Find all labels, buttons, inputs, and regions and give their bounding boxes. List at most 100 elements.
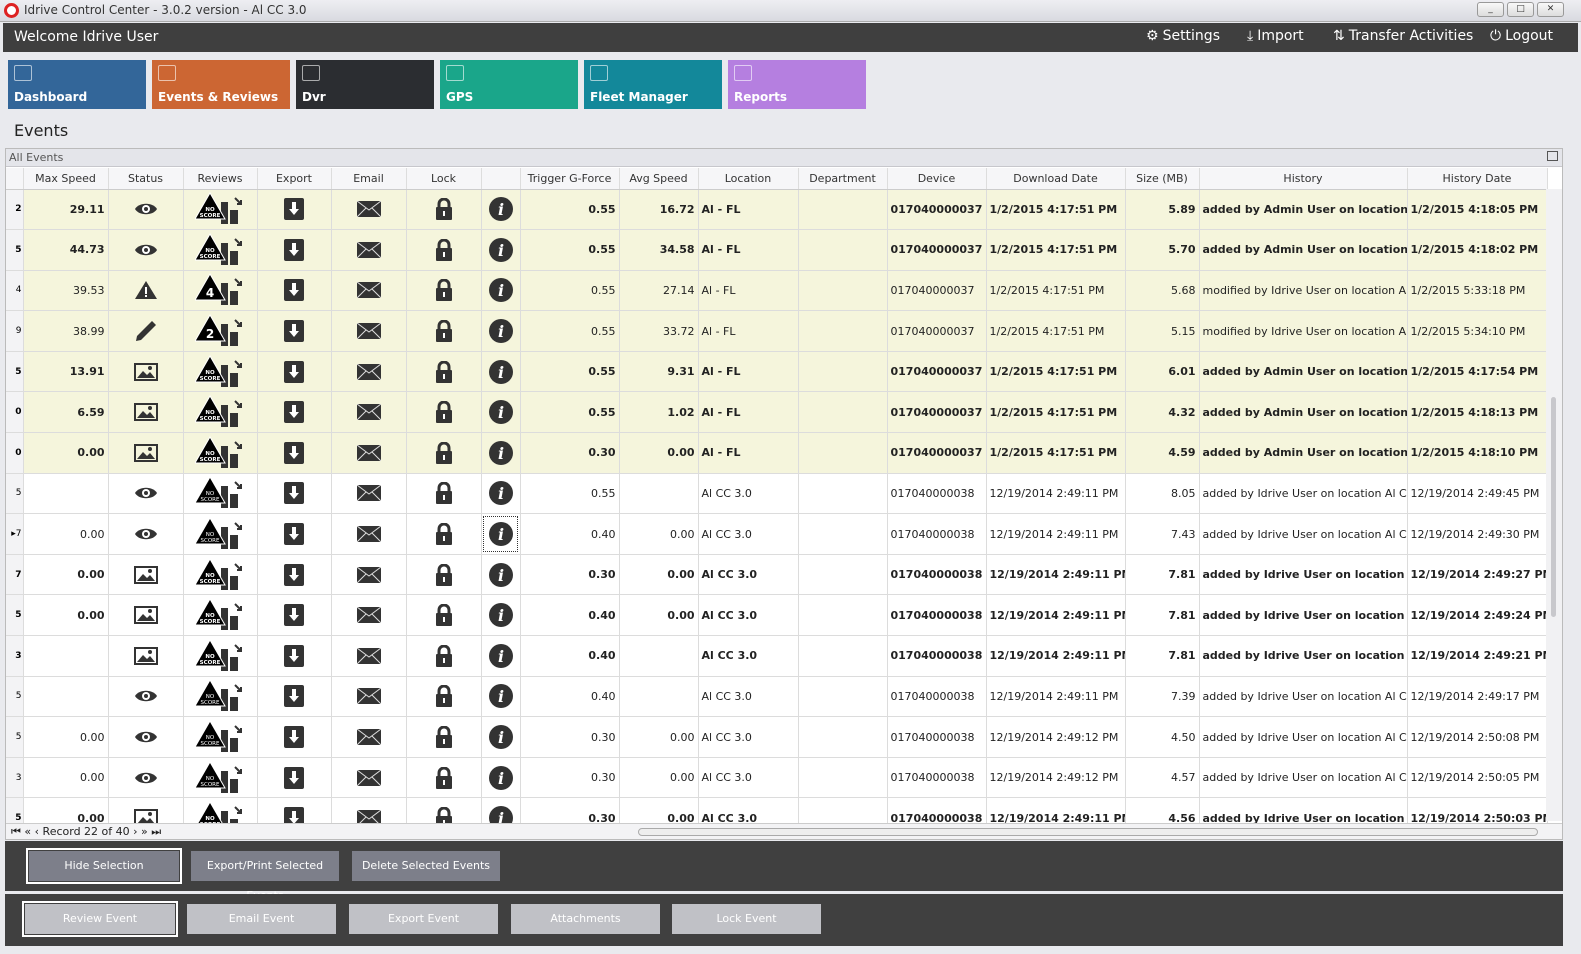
nav-next-page-icon[interactable]: » — [141, 825, 148, 838]
nav-prev-icon[interactable]: ‹ — [34, 825, 40, 838]
image-icon-cell[interactable] — [108, 391, 184, 434]
review-score-cell[interactable]: 2 — [183, 310, 258, 352]
lock-icon-cell[interactable] — [406, 676, 482, 718]
eye-icon-cell[interactable] — [108, 513, 184, 555]
column-header[interactable]: Reviews — [183, 168, 258, 190]
table-row[interactable]: 2 29.11 NO SCORE i 0.55 16.72 Al - FL 0170400000… — [6, 189, 1548, 231]
lock-icon[interactable] — [435, 725, 452, 749]
row-indicator[interactable]: 5 — [6, 594, 24, 637]
email-icon[interactable] — [356, 363, 381, 381]
lock-icon[interactable] — [435, 522, 452, 546]
export-icon-cell[interactable] — [257, 635, 332, 677]
lock-icon[interactable] — [435, 360, 452, 383]
lock-icon[interactable] — [435, 644, 452, 667]
lock-icon-cell[interactable] — [406, 310, 482, 352]
info-icon[interactable]: i — [488, 603, 513, 628]
image-icon[interactable] — [133, 565, 158, 584]
transfer-activities-button[interactable]: ⇅ Transfer Activities — [1333, 28, 1473, 44]
review-score-icon[interactable]: 2 — [194, 314, 245, 347]
row-indicator[interactable]: 0 — [6, 432, 24, 474]
pencil-icon-cell[interactable] — [108, 310, 184, 352]
email-icon-cell[interactable] — [331, 594, 407, 637]
lock-icon-cell[interactable] — [406, 757, 482, 799]
email-icon[interactable] — [356, 485, 381, 502]
review-score-cell[interactable]: 4 — [183, 270, 258, 312]
nav-next-icon[interactable]: › — [133, 825, 138, 838]
lock-icon-cell[interactable] — [406, 594, 482, 637]
eye-icon-cell[interactable] — [108, 716, 184, 758]
lock-icon-cell[interactable] — [406, 554, 482, 596]
lock-icon-cell[interactable] — [406, 391, 482, 434]
column-header[interactable]: Trigger G-Force — [520, 168, 620, 190]
image-icon-cell[interactable] — [108, 432, 184, 474]
export-icon-cell[interactable] — [257, 473, 332, 515]
lock-icon-cell[interactable] — [406, 229, 482, 271]
export-icon[interactable] — [284, 523, 304, 546]
row-indicator[interactable]: 5 — [6, 716, 24, 758]
review-event-button[interactable]: Review Event — [22, 901, 178, 937]
export-icon[interactable] — [284, 441, 304, 464]
info-cell[interactable]: i — [481, 513, 521, 555]
settings-button[interactable]: ⚙ Settings — [1146, 28, 1220, 44]
info-cell[interactable]: i — [481, 635, 521, 677]
info-icon[interactable]: i — [488, 359, 513, 384]
lock-icon-cell[interactable] — [406, 473, 482, 515]
lock-icon[interactable] — [435, 238, 452, 261]
lock-icon-cell[interactable] — [406, 351, 482, 393]
eye-icon[interactable] — [134, 202, 158, 215]
horizontal-scrollbar[interactable] — [638, 828, 1538, 836]
table-row[interactable]: 4 39.53 4 i 0.55 27.14 Al - FL 017040000037 1/2/… — [6, 270, 1548, 312]
eye-icon[interactable] — [134, 486, 158, 499]
image-icon[interactable] — [133, 443, 158, 462]
export-icon[interactable] — [284, 238, 304, 261]
export-icon-cell[interactable] — [257, 594, 332, 637]
lock-icon[interactable] — [435, 441, 452, 464]
column-header[interactable]: Export — [257, 168, 332, 190]
eye-icon-cell[interactable] — [108, 473, 184, 515]
row-indicator[interactable]: 5 — [6, 351, 24, 393]
row-indicator[interactable]: 5 — [6, 229, 24, 271]
column-header[interactable]: Avg Speed — [619, 168, 699, 190]
row-indicator[interactable]: ▸7 — [6, 513, 24, 555]
table-row[interactable]: 3 NO SCORE i 0.40 Al CC 3.0 017040000038 12/19/… — [6, 635, 1548, 677]
hide-selection-button[interactable]: Hide Selection — [26, 848, 182, 884]
column-header[interactable]: Location — [698, 168, 799, 190]
email-icon[interactable] — [356, 688, 381, 705]
email-icon-cell[interactable] — [331, 554, 407, 596]
email-icon[interactable] — [356, 241, 381, 259]
table-row[interactable]: 5 NO SCORE i 0.40 Al CC 3.0 017040000038 12/19/… — [6, 676, 1548, 718]
email-icon-cell[interactable] — [331, 432, 407, 474]
email-event-button[interactable]: Email Event — [187, 904, 336, 934]
nav-first-icon[interactable]: ⏮ — [11, 825, 21, 838]
email-icon[interactable] — [356, 200, 381, 218]
email-icon-cell[interactable] — [331, 635, 407, 677]
eye-icon-cell[interactable] — [108, 757, 184, 799]
eye-icon-cell[interactable] — [108, 189, 184, 231]
tile-dashboard[interactable]: Dashboard — [8, 60, 146, 109]
email-icon-cell[interactable] — [331, 757, 407, 799]
info-icon[interactable]: i — [488, 643, 513, 668]
image-icon-cell[interactable] — [108, 594, 184, 637]
pencil-icon[interactable] — [134, 321, 158, 342]
attachments-button[interactable]: Attachments — [511, 904, 660, 934]
vertical-scrollbar[interactable] — [1546, 189, 1562, 821]
table-row[interactable]: 5 44.73 NO SCORE i 0.55 34.58 Al - FL 0170400000… — [6, 229, 1548, 271]
email-icon-cell[interactable] — [331, 229, 407, 271]
info-icon[interactable]: i — [488, 684, 513, 709]
image-icon[interactable] — [133, 606, 158, 625]
export-icon-cell[interactable] — [257, 310, 332, 352]
email-icon[interactable] — [356, 322, 381, 340]
email-icon-cell[interactable] — [331, 676, 407, 718]
table-row[interactable]: 5 0.00 NO SCORE i 0.40 0.00 Al CC 3.0 0170400000… — [6, 594, 1548, 637]
